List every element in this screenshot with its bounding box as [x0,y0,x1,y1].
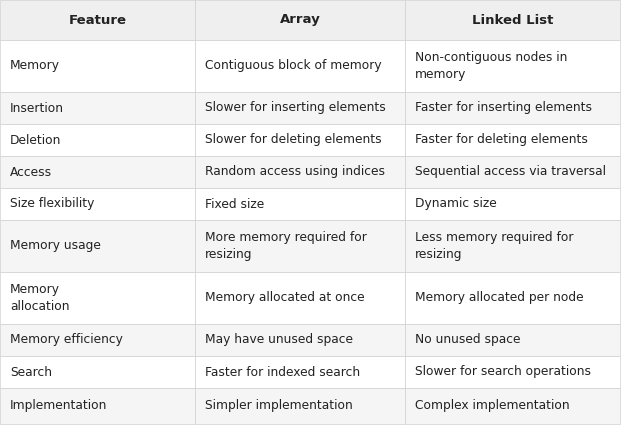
Text: Faster for inserting elements: Faster for inserting elements [415,101,592,115]
Text: Contiguous block of memory: Contiguous block of memory [205,60,382,72]
Bar [0,124,195,156]
Bar [0,188,195,220]
Bar [405,188,620,220]
Bar [405,0,620,40]
Bar [195,0,405,40]
Text: Sequential access via traversal: Sequential access via traversal [415,165,606,179]
Text: Non-contiguous nodes in
memory: Non-contiguous nodes in memory [415,51,567,81]
Text: Slower for deleting elements: Slower for deleting elements [205,134,382,146]
Bar [405,40,620,92]
Bar [195,272,405,324]
Text: No unused space: No unused space [415,333,521,347]
Text: Complex implementation: Complex implementation [415,400,570,412]
Bar [195,220,405,272]
Text: Array: Array [279,14,320,26]
Text: Slower for search operations: Slower for search operations [415,366,591,378]
Text: Access: Access [10,165,52,179]
Text: Less memory required for
resizing: Less memory required for resizing [415,231,573,261]
Text: Search: Search [10,366,52,378]
Text: Fixed size: Fixed size [205,198,264,210]
Text: Simpler implementation: Simpler implementation [205,400,353,412]
Bar [195,188,405,220]
Bar [195,40,405,92]
Bar [405,124,620,156]
Bar [0,324,195,356]
Bar [405,356,620,388]
Text: Memory usage: Memory usage [10,239,101,253]
Text: Linked List: Linked List [472,14,553,26]
Text: Memory efficiency: Memory efficiency [10,333,123,347]
Bar [0,220,195,272]
Bar [195,324,405,356]
Text: May have unused space: May have unused space [205,333,353,347]
Text: Memory allocated per node: Memory allocated per node [415,292,583,304]
Bar [195,124,405,156]
Text: Memory
allocation: Memory allocation [10,283,70,313]
Text: Feature: Feature [68,14,126,26]
Bar [195,388,405,424]
Text: Implementation: Implementation [10,400,107,412]
Text: Memory: Memory [10,60,60,72]
Bar [405,220,620,272]
Bar [195,156,405,188]
Text: Faster for deleting elements: Faster for deleting elements [415,134,588,146]
Bar [195,92,405,124]
Bar [0,0,195,40]
Text: Slower for inserting elements: Slower for inserting elements [205,101,386,115]
Text: More memory required for
resizing: More memory required for resizing [205,231,367,261]
Bar [0,156,195,188]
Text: Deletion: Deletion [10,134,62,146]
Text: Random access using indices: Random access using indices [205,165,385,179]
Text: Memory allocated at once: Memory allocated at once [205,292,365,304]
Text: Dynamic size: Dynamic size [415,198,497,210]
Bar [405,272,620,324]
Bar [405,388,620,424]
Bar [405,92,620,124]
Bar [0,356,195,388]
Text: Insertion: Insertion [10,101,64,115]
Bar [195,356,405,388]
Bar [0,388,195,424]
Bar [405,156,620,188]
Bar [405,324,620,356]
Bar [0,272,195,324]
Bar [0,92,195,124]
Bar [0,40,195,92]
Text: Size flexibility: Size flexibility [10,198,94,210]
Text: Faster for indexed search: Faster for indexed search [205,366,360,378]
